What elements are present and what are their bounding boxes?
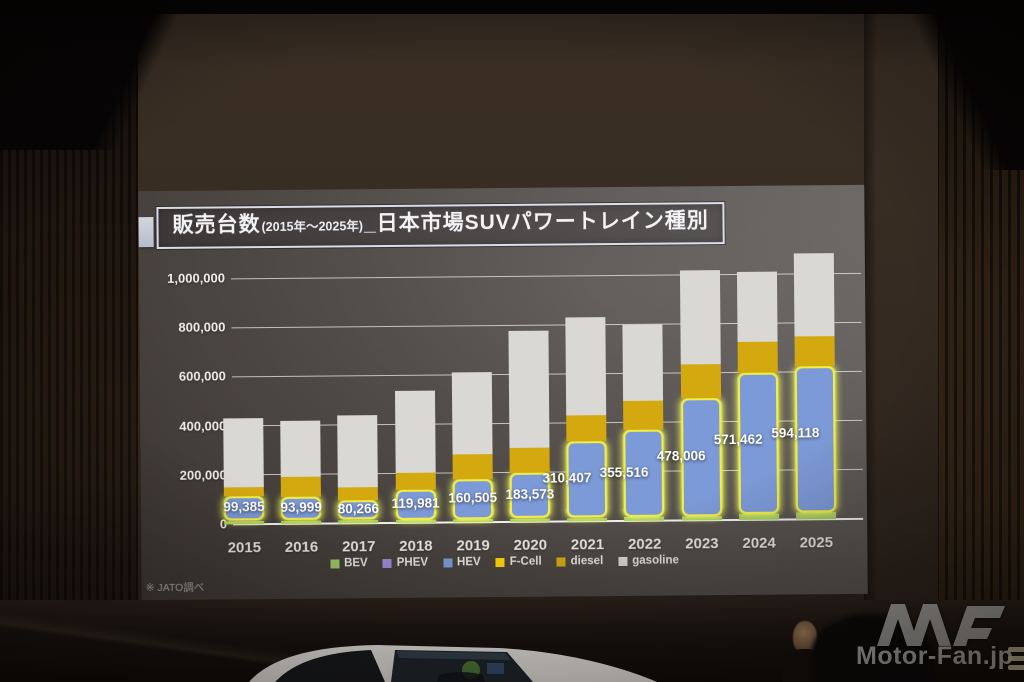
bar-segment-gasoline [679, 270, 721, 365]
bar-segment-bev [510, 518, 551, 522]
screen-edge-shadow [864, 12, 876, 600]
x-axis-label: 2015 [227, 539, 262, 557]
bar-segment-bev [452, 518, 493, 523]
x-axis-label: 2023 [685, 535, 719, 553]
legend-swatch-hev [442, 557, 453, 568]
bar-segment-diesel [566, 415, 607, 442]
legend-item: F-Cell [495, 555, 542, 568]
legend-label: PHEV [396, 556, 429, 569]
slide-title-rest: _日本市場SUVパワートレイン種別 [363, 209, 709, 236]
floor-highlight [0, 600, 300, 682]
bar-segment-bev [567, 517, 608, 522]
watermark-bar [1008, 665, 1024, 670]
bar-segment-gasoline [280, 420, 321, 477]
bar-segment-gasoline [337, 415, 379, 488]
y-axis-tick-label: 800,000 [178, 319, 226, 336]
ceiling-band [0, 0, 1024, 14]
bar-value-label: 478,006 [656, 448, 706, 464]
legend-label: HEV [456, 556, 481, 569]
motor-fan-watermark: Motor-Fan.jp [856, 598, 1024, 682]
watermark-bar [1008, 647, 1024, 652]
ceiling-corner-right [894, 0, 1024, 170]
bar-segment-gasoline [223, 417, 264, 488]
near-person-silhouette [812, 614, 934, 682]
y-axis-tick-label: 1,000,000 [167, 270, 226, 286]
bar-segment-gasoline [508, 330, 550, 449]
suv-car [249, 645, 657, 682]
bar-value-label: 183,573 [505, 486, 555, 502]
bar-segment-gasoline [565, 317, 607, 416]
bar-segment-diesel [623, 400, 664, 430]
bar-segment-diesel [794, 335, 835, 367]
legend-swatch-f-cell [495, 557, 505, 567]
legend-item: gasoline [618, 554, 679, 567]
x-axis-label: 2017 [341, 538, 376, 556]
legend-item: PHEV [382, 556, 429, 569]
bar-segment-gasoline [736, 271, 778, 342]
bar-segment-diesel [509, 447, 550, 474]
y-axis-tick-label: 400,000 [179, 418, 227, 434]
watermark-text: Motor-Fan.jp [856, 642, 1014, 670]
bar-segment-bev [681, 515, 722, 521]
slide-title-main: 販売台数 [172, 213, 261, 237]
bar-value-label: 594,118 [771, 425, 820, 441]
bar-segment-diesel [452, 453, 493, 480]
legend-label: BEV [343, 557, 368, 570]
legend-swatch-gasoline [618, 556, 628, 566]
bar-value-label: 355,516 [599, 464, 649, 480]
bar-segment-diesel [737, 341, 778, 374]
x-axis-label: 2019 [456, 537, 490, 555]
y-axis-tick-label: 600,000 [178, 368, 226, 385]
watermark-bars-icon [1008, 647, 1024, 674]
bar-segment-bev [395, 519, 436, 523]
x-axis-label: 2024 [742, 534, 776, 552]
bar-segment-diesel [280, 476, 322, 498]
legend-label: F-Cell [509, 555, 542, 568]
slide: 販売台数 (2015年～2025年) _日本市場SUVパワートレイン種別 BEV… [138, 184, 868, 601]
x-axis-label: 2016 [284, 538, 319, 556]
projector-screen: 販売台数 (2015年～2025年) _日本市場SUVパワートレイン種別 BEV… [138, 12, 938, 601]
watermark-bar [1008, 656, 1024, 661]
bar-segment-gasoline [793, 252, 835, 337]
bar-segment-diesel [395, 472, 436, 490]
bar-segment-bev [738, 513, 779, 521]
bar-segment-bev [224, 520, 265, 525]
legend-swatch-bev [330, 558, 340, 569]
legend-item: HEV [442, 556, 481, 569]
bar-segment-gasoline [451, 371, 493, 455]
bar-segment-gasoline [622, 324, 664, 401]
bar-segment-diesel [680, 364, 721, 399]
x-axis-label: 2018 [399, 537, 433, 555]
bar-segment-gasoline [394, 390, 436, 474]
y-axis-tick-label: 200,000 [179, 467, 227, 483]
bar-segment-bev [624, 516, 665, 521]
legend-label: gasoline [632, 554, 679, 567]
legend-item: diesel [556, 555, 604, 568]
bar-segment-diesel [223, 486, 264, 497]
x-axis-label: 2020 [513, 536, 548, 554]
legend-label: diesel [570, 555, 604, 568]
legend-item: BEV [330, 557, 368, 569]
slide-title-range: (2015年～2025年) [261, 219, 364, 235]
slide-title-box: 販売台数 (2015年～2025年) _日本市場SUVパワートレイン種別 [156, 202, 726, 250]
legend-swatch-diesel [556, 556, 566, 567]
mf-logo-icon [877, 604, 1005, 646]
ceiling-corner-left [0, 0, 240, 150]
x-axis-label: 2025 [799, 534, 834, 552]
legend-swatch-phev [382, 558, 392, 568]
bar-segment-bev [796, 512, 837, 520]
x-axis-label: 2021 [570, 536, 605, 554]
x-axis-label: 2022 [627, 535, 662, 553]
bar-segment-bev [338, 519, 379, 524]
bar-segment-bev [281, 520, 322, 524]
y-axis-tick-label: 0 [141, 516, 227, 532]
